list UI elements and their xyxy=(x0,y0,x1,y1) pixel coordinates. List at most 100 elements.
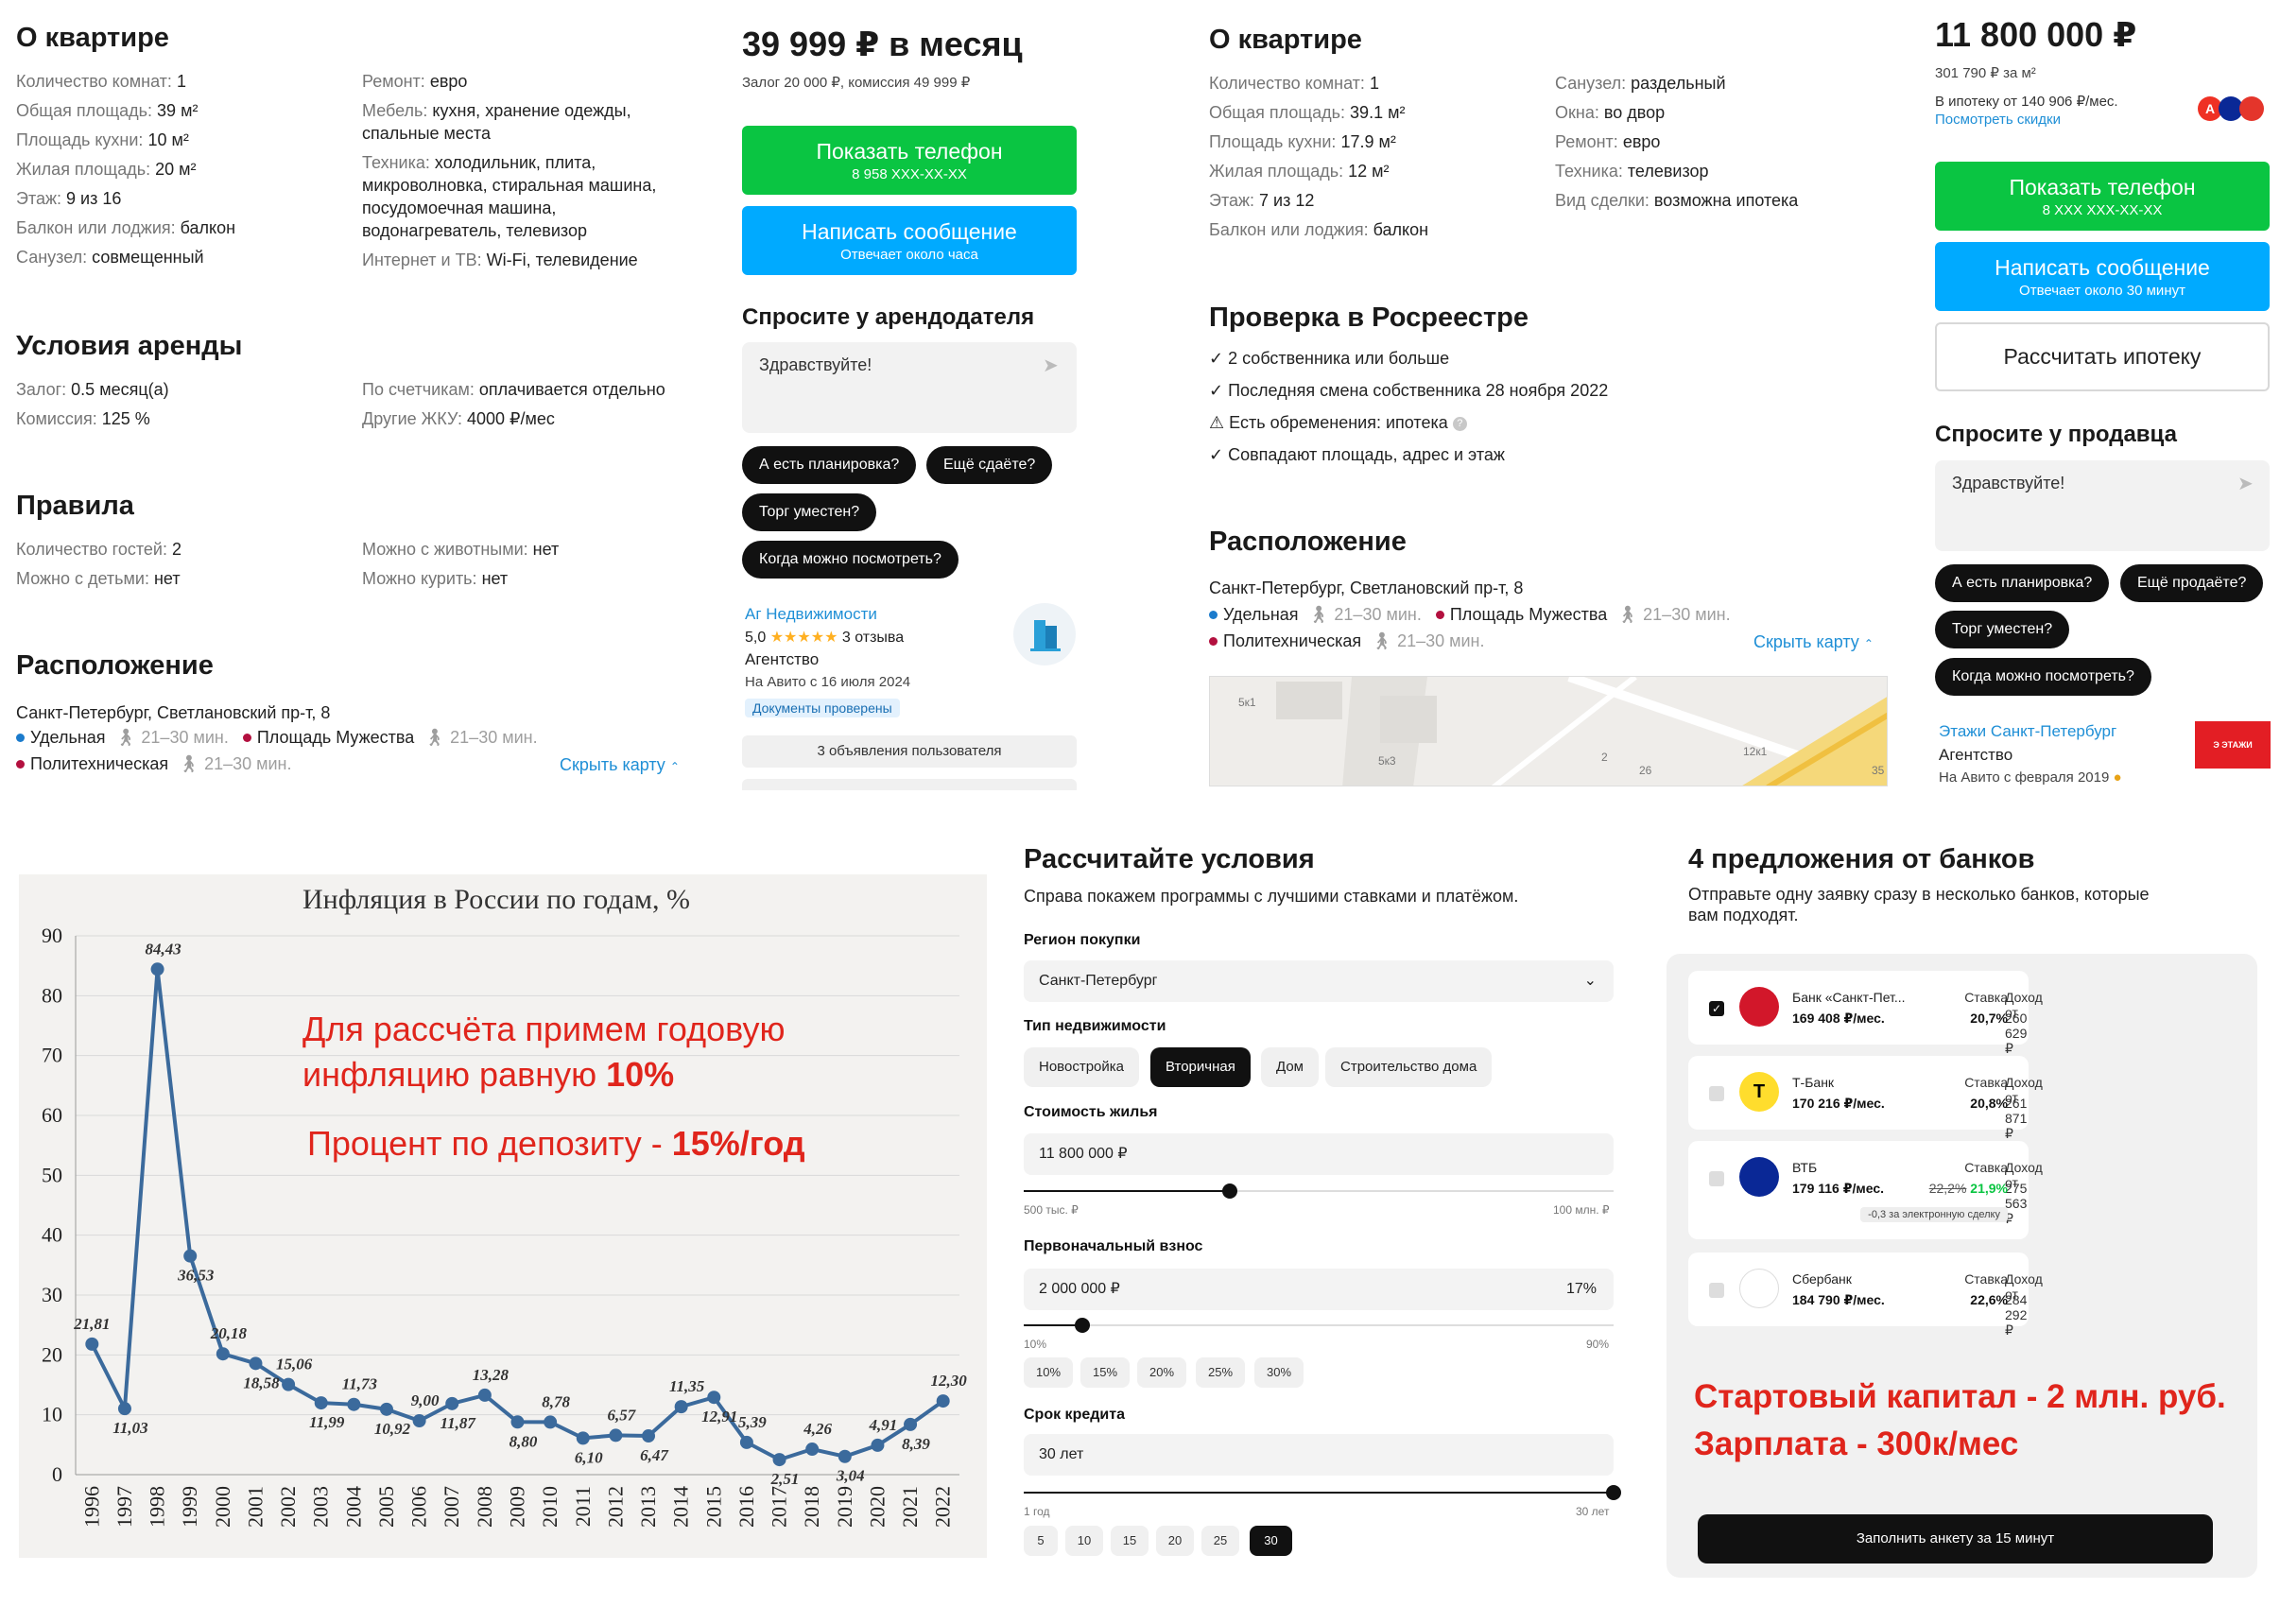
term-20[interactable]: 20 xyxy=(1156,1526,1194,1556)
walk-icon: 🚶︎ xyxy=(110,728,142,747)
down-pct-25[interactable]: 25% xyxy=(1196,1357,1245,1388)
rent-message-input[interactable]: Здравствуйте! xyxy=(742,342,1077,433)
x-tick-label: 2014 xyxy=(669,1486,693,1528)
checkbox[interactable] xyxy=(1709,1171,1724,1186)
checkbox[interactable] xyxy=(1709,1086,1724,1101)
metro-polytech[interactable]: Политехническая xyxy=(1223,631,1362,650)
send-icon[interactable]: ➤ xyxy=(1043,355,1059,376)
rent-chip-still-renting[interactable]: Ещё сдаёте? xyxy=(926,446,1053,484)
sale-write-message-button[interactable]: Написать сообщение Отвечает около 30 мин… xyxy=(1935,242,2270,311)
property-key: Вид сделки: xyxy=(1555,191,1654,210)
term-15[interactable]: 15 xyxy=(1111,1526,1149,1556)
checkbox[interactable] xyxy=(1709,1283,1724,1298)
submit-application-button[interactable]: Заполнить анкету за 15 минут xyxy=(1698,1514,2213,1564)
metro-udelnaya[interactable]: Удельная xyxy=(30,728,106,747)
down-pct-15[interactable]: 15% xyxy=(1080,1357,1130,1388)
down-pct-30[interactable]: 30% xyxy=(1254,1357,1304,1388)
sale-chip-still-selling[interactable]: Ещё продаёте? xyxy=(2120,564,2264,602)
region-select[interactable]: Санкт-Петербург ⌄ xyxy=(1024,960,1614,1002)
data-label: 13,28 xyxy=(473,1366,510,1384)
property-row: Мебель: кухня, хранение одежды, спальные… xyxy=(362,99,683,145)
metro-muzhestva[interactable]: Площадь Мужества xyxy=(256,728,415,747)
cost-label: Стоимость жилья xyxy=(1024,1104,1158,1120)
sale-hide-map-link[interactable]: Скрыть карту ⌃ xyxy=(1753,632,1874,651)
rent-write-message-button[interactable]: Написать сообщение Отвечает около часа xyxy=(742,206,1077,275)
x-tick-label: 2021 xyxy=(898,1486,922,1528)
sale-discounts-link[interactable]: Посмотреть скидки xyxy=(1935,112,2061,128)
type-secondary[interactable]: Вторичная xyxy=(1150,1047,1251,1087)
rent-hide-map-link[interactable]: Скрыть карту ⌃ xyxy=(560,755,680,774)
bank-offer-card[interactable]: ✓ Банк «Санкт-Пет... 169 408 ₽/мес. Дохо… xyxy=(1688,971,2043,1056)
calc-mortgage-button[interactable]: Рассчитать ипотеку xyxy=(1935,322,2270,391)
rent-about-left: Количество комнат: 1 Общая площадь: 39 м²… xyxy=(16,70,337,275)
property-key: Площадь кухни: xyxy=(1209,132,1341,151)
metro-udelnaya[interactable]: Удельная xyxy=(1223,605,1299,624)
cost-slider-handle[interactable] xyxy=(1222,1183,1238,1199)
property-row: Вид сделки: возможна ипотека xyxy=(1555,189,1876,212)
bank-logo-icon: T xyxy=(1739,1072,1779,1112)
sale-show-phone-button[interactable]: Показать телефон 8 XXX XXX-XX-XX xyxy=(1935,162,2270,231)
rate-value: 20,7% xyxy=(1970,1011,2008,1026)
checkbox[interactable]: ✓ xyxy=(1709,1001,1724,1016)
property-key: Ремонт: xyxy=(1555,132,1623,151)
down-slider-track[interactable] xyxy=(1024,1324,1614,1326)
rent-show-phone-button[interactable]: Показать телефон 8 958 XXX-XX-XX xyxy=(742,126,1077,195)
sale-message-input[interactable]: Здравствуйте! xyxy=(1935,460,2270,551)
rent-agent-name[interactable]: Аг Недвижимости xyxy=(745,605,877,623)
cost-input[interactable]: 11 800 000 ₽ xyxy=(1024,1133,1614,1175)
rosreestr-check-3: ✓ Совпадают площадь, адрес и этаж xyxy=(1209,445,1505,464)
metro-muzhestva[interactable]: Площадь Мужества xyxy=(1449,605,1608,624)
bank-logo-icon xyxy=(1739,1157,1779,1197)
metro-polytech[interactable]: Политехническая xyxy=(30,754,169,773)
term-25[interactable]: 25 xyxy=(1201,1526,1239,1556)
down-pct-10[interactable]: 10% xyxy=(1024,1357,1073,1388)
term-input[interactable]: 30 лет xyxy=(1024,1434,1614,1476)
property-key: Количество гостей: xyxy=(16,540,172,559)
sale-chip-bargain[interactable]: Торг уместен? xyxy=(1935,611,2070,648)
cost-slider-track[interactable] xyxy=(1024,1190,1614,1192)
property-value: 2 xyxy=(171,540,181,559)
annotation-line-2: инфляцию равную 10% xyxy=(302,1055,675,1094)
property-key: По счетчикам: xyxy=(362,380,479,399)
property-value: совмещенный xyxy=(92,248,204,267)
bank-offer-card[interactable]: Сбербанк 184 790 ₽/мес. Доход от 284 292… xyxy=(1688,1253,2043,1338)
property-value: балкон xyxy=(1373,220,1429,239)
sale-chip-when-view[interactable]: Когда можно посмотреть? xyxy=(1935,658,2151,696)
sale-chip-layout[interactable]: А есть планировка? xyxy=(1935,564,2110,602)
info-icon[interactable]: ? xyxy=(1452,417,1467,431)
sale-agent-name[interactable]: Этажи Санкт-Петербург xyxy=(1939,722,2117,740)
walk-icon: 🚶︎ xyxy=(1303,605,1335,624)
down-slider-handle[interactable] xyxy=(1075,1318,1091,1333)
term-30[interactable]: 30 xyxy=(1250,1526,1292,1556)
bank-offer-card[interactable]: T Т-Банк 170 216 ₽/мес. Доход от 261 871… xyxy=(1688,1056,2043,1141)
rent-verified-badge: Документы проверены xyxy=(745,699,900,717)
property-key: Количество комнат: xyxy=(16,72,177,91)
type-house-construction[interactable]: Строительство дома xyxy=(1325,1047,1493,1087)
banks-title: 4 предложения от банков xyxy=(1688,844,2035,874)
rate-label: Ставка xyxy=(1964,1271,2008,1287)
rent-user-listings-button[interactable]: 3 объявления пользователя xyxy=(742,735,1077,768)
map-label: 35 xyxy=(1872,764,1885,777)
property-row: Балкон или лоджия: балкон xyxy=(16,216,337,239)
send-icon[interactable]: ➤ xyxy=(2237,474,2254,494)
type-new-building[interactable]: Новостройка xyxy=(1024,1047,1139,1087)
data-point xyxy=(772,1453,786,1467)
down-payment-input[interactable]: 2 000 000 ₽17% xyxy=(1024,1269,1614,1310)
property-key: Жилая площадь: xyxy=(16,160,156,179)
map[interactable]: 5к1 5к3 2 26 12к1 35 xyxy=(1209,676,1888,786)
data-point xyxy=(282,1377,296,1391)
term-slider-handle[interactable] xyxy=(1606,1485,1621,1500)
button-label: Написать сообщение xyxy=(1995,255,2210,280)
term-slider-fill xyxy=(1024,1492,1614,1494)
rent-chip-bargain[interactable]: Торг уместен? xyxy=(742,493,877,531)
y-tick-label: 0 xyxy=(52,1462,62,1486)
sale-about-title: О квартире xyxy=(1209,25,1362,55)
term-5[interactable]: 5 xyxy=(1024,1526,1058,1556)
down-pct-20[interactable]: 20% xyxy=(1137,1357,1186,1388)
bank-offer-card[interactable]: ВТБ 179 116 ₽/мес. Доход от 275 563 ₽ Ст… xyxy=(1688,1141,2043,1239)
type-house[interactable]: Дом xyxy=(1261,1047,1319,1087)
term-10[interactable]: 10 xyxy=(1065,1526,1103,1556)
rent-chip-layout[interactable]: А есть планировка? xyxy=(742,446,917,484)
property-row: Площадь кухни: 10 м² xyxy=(16,129,337,151)
rent-chip-when-view[interactable]: Когда можно посмотреть? xyxy=(742,541,959,579)
